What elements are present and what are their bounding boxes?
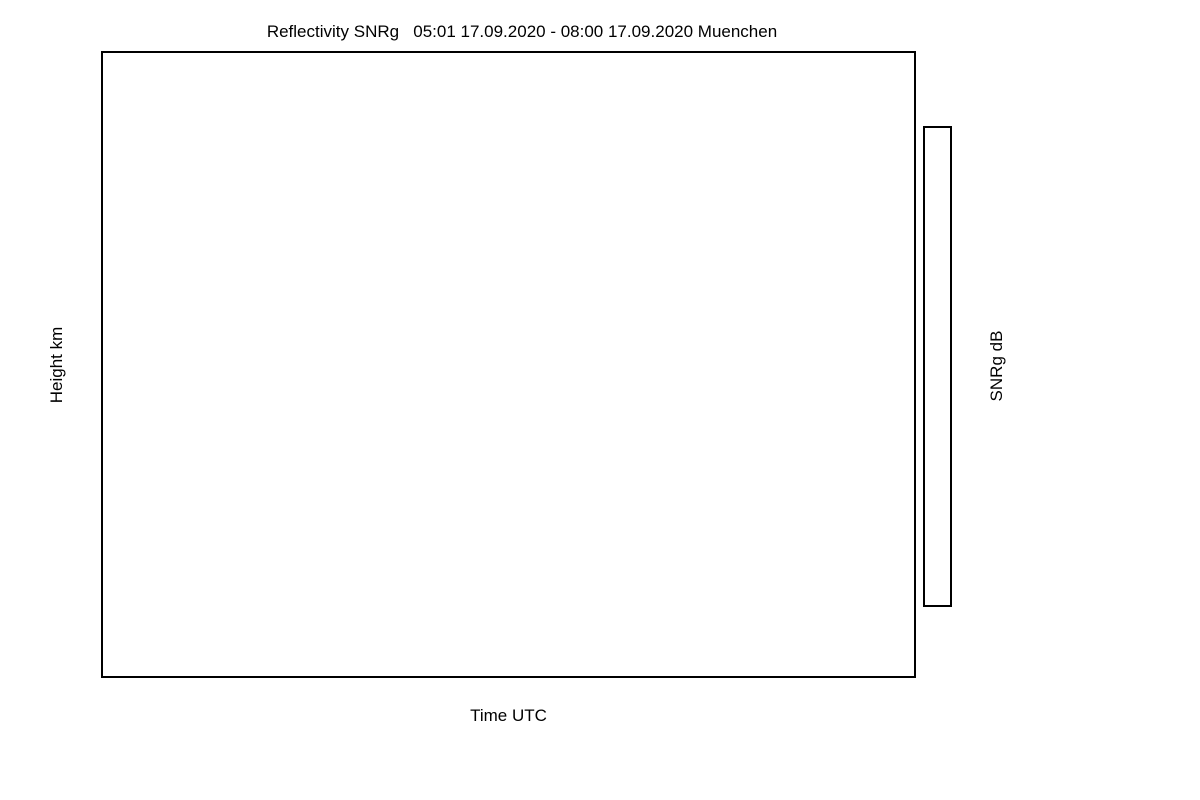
heatmap-canvas [103,53,914,676]
plot-border [101,51,916,678]
chart-title: Reflectivity SNRg 05:01 17.09.2020 - 08:… [266,22,778,41]
x-axis-label: Time UTC [470,706,547,725]
colorbar-border [923,126,952,607]
colorbar-label: SNRg dB [987,330,1006,402]
y-axis-label: Height km [47,326,66,404]
colorbar-canvas [925,128,950,605]
